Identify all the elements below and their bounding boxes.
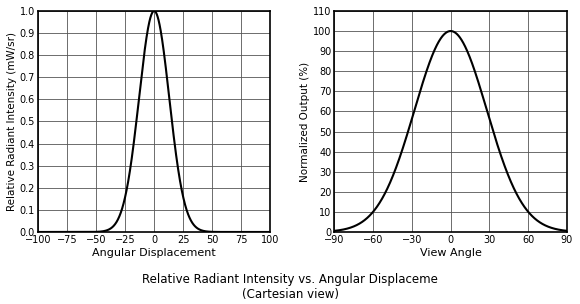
X-axis label: View Angle: View Angle <box>420 247 481 257</box>
X-axis label: Angular Displacement: Angular Displacement <box>92 247 216 257</box>
Text: Relative Radiant Intensity vs. Angular Displaceme
(Cartesian view): Relative Radiant Intensity vs. Angular D… <box>142 273 438 301</box>
Y-axis label: Normalized Output (%): Normalized Output (%) <box>300 61 310 181</box>
Y-axis label: Relative Radiant Intensity (mW/sr): Relative Radiant Intensity (mW/sr) <box>7 32 17 211</box>
